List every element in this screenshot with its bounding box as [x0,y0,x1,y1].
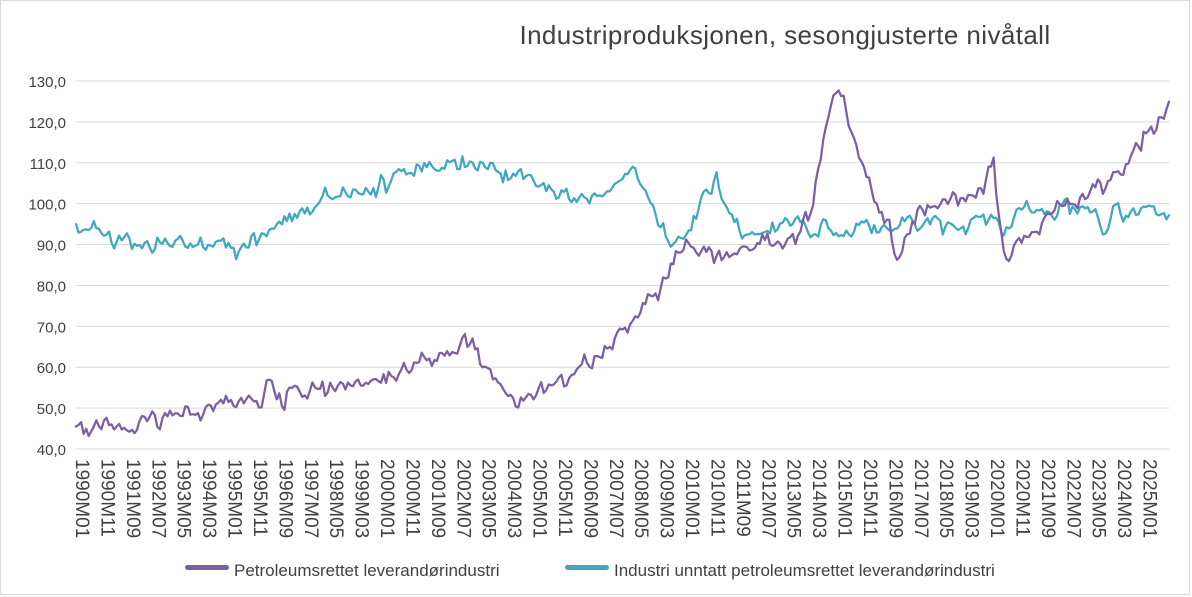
svg-text:1994M03: 1994M03 [198,459,219,538]
svg-text:110,0: 110,0 [30,156,66,173]
svg-text:2017M07: 2017M07 [910,459,931,538]
svg-text:2005M01: 2005M01 [529,459,550,538]
svg-text:2023M05: 2023M05 [1088,459,1109,538]
svg-text:1996M09: 1996M09 [274,459,295,538]
svg-text:100,0: 100,0 [28,197,66,214]
svg-text:2000M11: 2000M11 [401,459,422,537]
svg-text:2019M03: 2019M03 [961,459,982,538]
svg-text:2009M03: 2009M03 [656,459,677,538]
svg-text:1992M07: 1992M07 [147,459,168,538]
svg-text:2012M07: 2012M07 [757,459,778,538]
svg-text:1999M03: 1999M03 [351,459,372,538]
svg-text:2010M11: 2010M11 [706,459,727,537]
svg-text:2014M03: 2014M03 [808,459,829,538]
svg-text:2005M11: 2005M11 [554,459,575,537]
svg-text:2025M01: 2025M01 [1139,459,1160,538]
svg-text:1995M11: 1995M11 [249,459,270,537]
svg-text:60,0: 60,0 [37,360,66,377]
svg-text:40,0: 40,0 [37,442,66,459]
svg-text:1990M01: 1990M01 [71,459,92,538]
svg-text:2010M01: 2010M01 [681,459,702,538]
svg-text:1991M09: 1991M09 [122,459,143,538]
svg-text:2006M09: 2006M09 [579,459,600,538]
svg-text:2007M07: 2007M07 [605,459,626,538]
svg-text:2001M09: 2001M09 [427,459,448,538]
svg-text:1995M01: 1995M01 [224,459,245,538]
svg-text:2013M05: 2013M05 [783,459,804,538]
svg-text:2015M01: 2015M01 [834,459,855,538]
svg-text:70,0: 70,0 [37,319,66,336]
svg-text:2000M01: 2000M01 [376,459,397,538]
svg-text:2021M09: 2021M09 [1037,459,1058,538]
svg-text:2003M05: 2003M05 [478,459,499,538]
svg-text:80,0: 80,0 [37,278,66,295]
svg-text:2018M05: 2018M05 [935,459,956,538]
svg-text:1990M11: 1990M11 [96,459,117,537]
svg-text:2022M07: 2022M07 [1062,459,1083,538]
svg-text:50,0: 50,0 [37,401,66,418]
svg-text:1998M05: 1998M05 [325,459,346,538]
svg-text:130,0: 130,0 [28,74,66,91]
svg-text:2004M03: 2004M03 [503,459,524,538]
svg-text:2016M09: 2016M09 [884,459,905,538]
svg-text:2020M01: 2020M01 [986,459,1007,538]
svg-text:2011M09: 2011M09 [732,459,753,537]
svg-text:2020M11: 2020M11 [1011,459,1032,537]
svg-text:2015M11: 2015M11 [859,459,880,537]
svg-text:90,0: 90,0 [37,238,66,255]
svg-text:1997M07: 1997M07 [300,459,321,538]
svg-text:2024M03: 2024M03 [1113,459,1134,538]
svg-text:1993M05: 1993M05 [173,459,194,538]
svg-text:2008M05: 2008M05 [630,459,651,538]
svg-text:120,0: 120,0 [28,115,66,132]
svg-text:2002M07: 2002M07 [452,459,473,538]
